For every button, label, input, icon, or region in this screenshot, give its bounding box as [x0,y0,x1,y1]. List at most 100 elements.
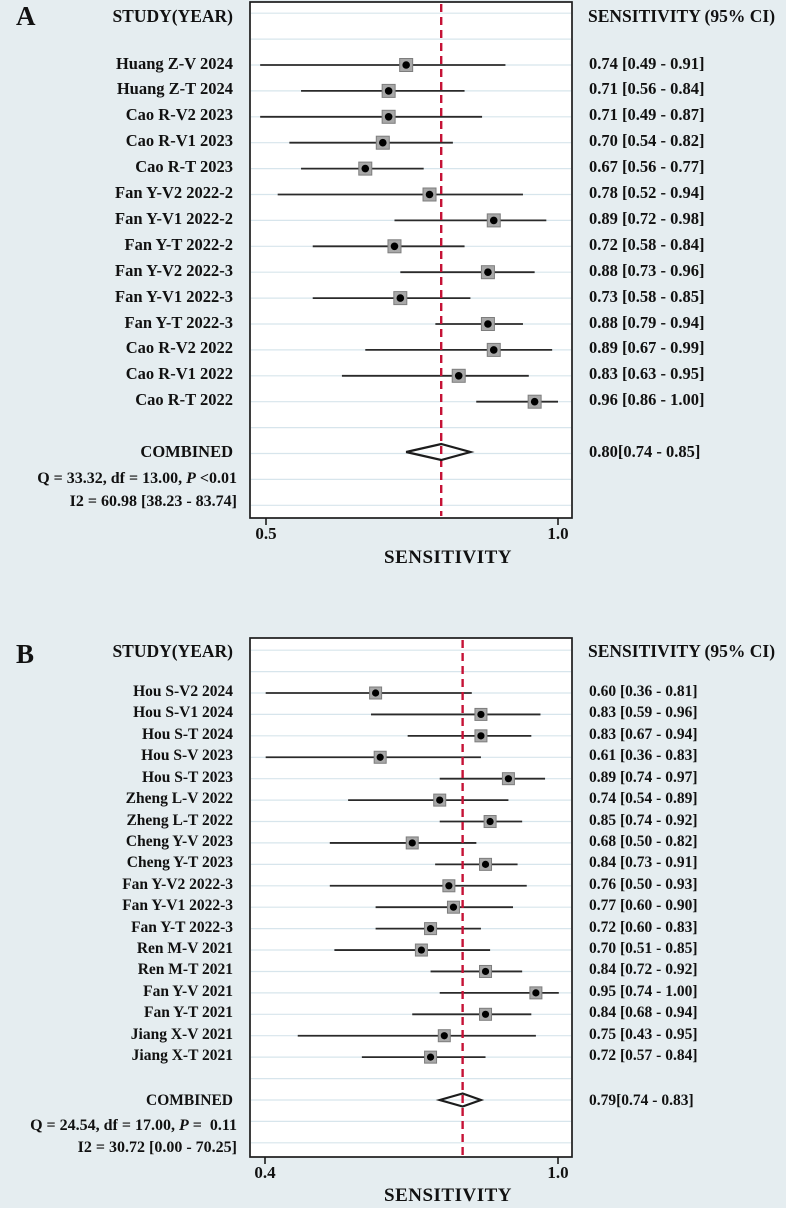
ci-value: 0.84 [0.73 - 0.91] [589,854,698,872]
ci-value: 0.74 [0.54 - 0.89] [589,790,698,808]
study-label: Fan Y-V1 2022-3 [122,897,233,915]
marker-dot [486,817,494,826]
ci-value: 0.85 [0.74 - 0.92] [589,811,698,829]
ci-value: 0.83 [0.59 - 0.96] [589,704,698,722]
study-label: Huang Z-V 2024 [115,53,233,73]
ci-value: 0.89 [0.74 - 0.97] [589,768,698,786]
heterogeneity-i2-a: I2 = 60.98 [38.23 - 83.74] [69,493,237,510]
ci-value: 0.72 [0.60 - 0.83] [589,918,698,936]
ci-value: 0.76 [0.50 - 0.93] [589,875,698,893]
x-tick-label-a-1: 1.0 [547,524,569,543]
x-axis-title-b: SENSITIVITY [384,1185,512,1206]
study-label: Fan Y-V2 2022-3 [115,260,233,280]
q-text-b: Q = 24.54, df = 17.00, [30,1117,179,1134]
study-label: Hou S-T 2024 [141,725,233,743]
combined-ci-b: 0.79[0.74 - 0.83] [589,1092,694,1109]
study-label: Fan Y-T 2021 [143,1004,233,1022]
ci-value: 0.83 [0.67 - 0.94] [589,725,698,743]
marker-dot [489,216,498,225]
study-label: Fan Y-T 2022-2 [124,234,234,254]
ci-value: 0.73 [0.58 - 0.85] [589,286,705,306]
p-symbol-a: P [186,470,196,487]
study-label: Cao R-T 2022 [135,390,233,410]
marker-dot [477,710,485,719]
study-year-header-b: STUDY(YEAR) [112,641,233,661]
study-label: Ren M-T 2021 [137,961,233,979]
heterogeneity-q-a: Q = 33.32, df = 13.00, P <0.01 [0,470,237,488]
marker-dot [484,320,492,328]
plot-area [250,638,572,1157]
marker-dot [481,967,490,976]
study-year-header-a: STUDY(YEAR) [112,6,233,26]
p-value-a: <0.01 [195,470,237,487]
marker-dot [425,190,434,199]
marker-dot [532,989,540,997]
marker-dot [402,61,410,69]
ci-value: 0.77 [0.60 - 0.90] [589,897,698,915]
plot-frame [249,1,573,519]
combined-label-a: COMBINED [140,442,233,461]
study-label: Cao R-V2 2023 [125,105,233,125]
q-text-a: Q = 33.32, df = 13.00, [37,470,187,487]
marker-dot [484,268,492,277]
marker-dot [379,138,387,147]
ci-value: 0.75 [0.43 - 0.95] [589,1025,698,1043]
x-tick-label-a-0: 0.5 [255,524,277,543]
study-label: Cao R-V1 2023 [125,131,233,151]
marker-dot [376,753,384,761]
ci-value: 0.60 [0.36 - 0.81] [589,683,698,700]
ci-value: 0.88 [0.79 - 0.94] [589,312,705,332]
marker-dot [396,294,405,302]
ci-value: 0.89 [0.67 - 0.99] [589,338,705,358]
marker-dot [390,242,399,251]
ci-value: 0.72 [0.57 - 0.84] [589,1047,698,1065]
study-label: Fan Y-T 2022-3 [131,918,233,936]
study-label: Fan Y-T 2022-3 [124,312,234,332]
ci-value: 0.70 [0.54 - 0.82] [589,131,705,151]
study-label: Fan Y-V1 2022-2 [115,208,233,228]
study-label: Hou S-V1 2024 [133,704,233,722]
ci-value: 0.78 [0.52 - 0.94] [589,183,705,202]
study-label: Cao R-V1 2022 [125,364,233,384]
ci-value: 0.96 [0.86 - 1.00] [589,390,705,410]
marker-dot [408,839,416,847]
ci-value: 0.70 [0.51 - 0.85] [589,940,698,958]
ci-value: 0.83 [0.63 - 0.95] [589,364,705,384]
study-label: Fan Y-V1 2022-3 [115,286,233,306]
marker-dot [436,796,444,804]
marker-dot [361,164,370,173]
study-label: Cheng Y-V 2023 [125,832,233,850]
study-label: Hou S-V2 2024 [133,683,233,700]
ci-value: 0.61 [0.36 - 0.83] [589,747,698,765]
study-label: Jiang X-V 2021 [130,1025,233,1043]
study-label: Fan Y-V 2021 [143,982,233,1000]
marker-dot [449,903,458,911]
ci-value: 0.72 [0.58 - 0.84] [589,234,705,254]
study-label: Cheng Y-T 2023 [126,854,233,872]
study-label: Zheng L-V 2022 [125,790,233,808]
x-tick-label-b-0: 0.4 [254,1163,276,1182]
panel-a-letter: A [16,1,36,31]
marker-dot [481,860,490,868]
marker-dot [440,1032,448,1040]
study-label: Cao R-T 2023 [135,157,233,177]
x-tick-label-b-1: 1.0 [547,1163,569,1182]
marker-dot [417,946,425,954]
ci-value: 0.89 [0.72 - 0.98] [589,208,705,228]
study-label: Zheng L-T 2022 [126,811,233,829]
x-axis-title-a: SENSITIVITY [384,547,512,568]
marker-dot [489,346,498,354]
sensitivity-ci-header-a: SENSITIVITY (95% CI) [588,6,776,26]
ci-value: 0.74 [0.49 - 0.91] [589,53,705,73]
study-label: Ren M-V 2021 [136,940,233,958]
ci-value: 0.71 [0.56 - 0.84] [589,79,705,99]
plot-frame [249,637,573,1158]
p-symbol-b: P [178,1117,189,1134]
marker-dot [384,113,393,121]
heterogeneity-i2-b: I2 = 30.72 [0.00 - 70.25] [77,1139,237,1156]
study-label: Hou S-T 2023 [141,768,233,786]
marker-dot [530,397,539,406]
marker-dot [445,882,453,890]
